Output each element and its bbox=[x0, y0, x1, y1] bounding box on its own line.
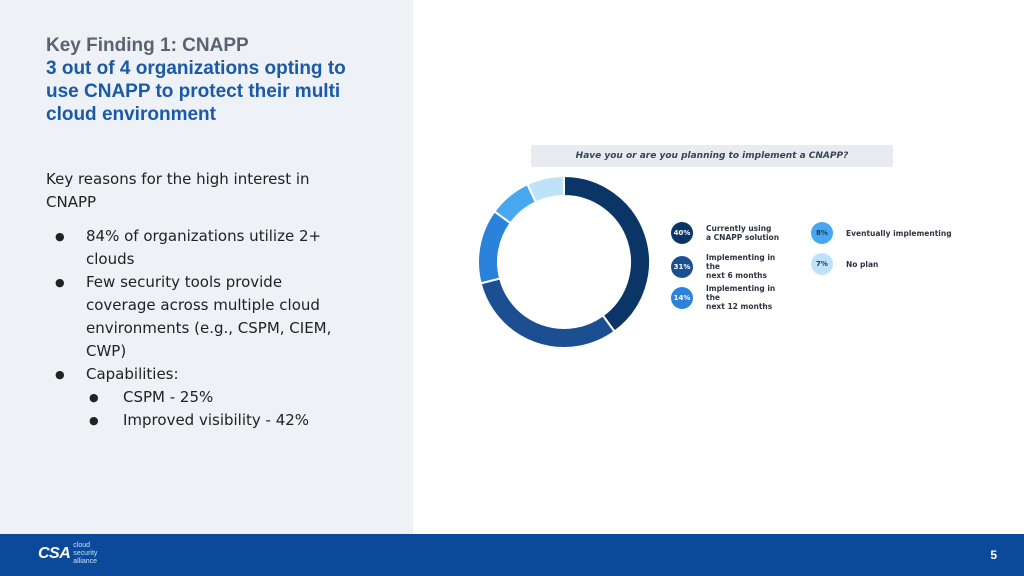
capability-item: CSPM - 25% bbox=[46, 386, 346, 409]
csa-logo: CSA cloud security alliance bbox=[38, 542, 97, 566]
donut-slice bbox=[526, 174, 565, 204]
legend-badge: 7% bbox=[811, 253, 833, 275]
donut-slice bbox=[563, 174, 651, 333]
donut-slice bbox=[479, 277, 616, 349]
legend-item-6-months: 31% Implementing in the next 6 months bbox=[671, 253, 791, 280]
legend-label: Eventually implementing bbox=[846, 228, 952, 238]
reason-item: 84% of organizations utilize 2+ clouds bbox=[46, 225, 346, 271]
reason-item: Few security tools provide coverage acro… bbox=[46, 271, 346, 363]
capability-item: Improved visibility - 42% bbox=[46, 409, 346, 432]
reasons-intro: Key reasons for the high interest in CNA… bbox=[46, 170, 310, 211]
legend-label: No plan bbox=[846, 259, 879, 269]
slide-kicker: Key Finding 1: CNAPP bbox=[46, 35, 249, 56]
legend-badge: 14% bbox=[671, 286, 693, 309]
legend-item-12-months: 14% Implementing in the next 12 months bbox=[671, 284, 791, 311]
legend-item-current: 40% Currently using a CNAPP solution bbox=[671, 222, 791, 244]
reason-item: Capabilities: bbox=[46, 363, 346, 386]
slide-headline: 3 out of 4 organizations opting to use C… bbox=[46, 58, 346, 125]
page-number: 5 bbox=[990, 548, 997, 562]
footer-bar bbox=[0, 534, 1024, 576]
donut-slice bbox=[477, 210, 513, 285]
capabilities-list: CSPM - 25% Improved visibility - 42% bbox=[46, 386, 346, 432]
legend-label: Currently using a CNAPP solution bbox=[706, 224, 780, 242]
legend-label: Implementing in the next 12 months bbox=[706, 284, 776, 311]
legend-item-eventually: 8% Eventually implementing bbox=[811, 222, 956, 244]
logo-text: cloud security alliance bbox=[73, 542, 98, 565]
logo-mark: CSA bbox=[38, 545, 71, 562]
chart-question: Have you or are you planning to implemen… bbox=[531, 145, 893, 167]
reasons-list: 84% of organizations utilize 2+ clouds F… bbox=[46, 225, 346, 386]
reasons-block: Key reasons for the high interest in CNA… bbox=[46, 168, 346, 432]
legend-badge: 31% bbox=[671, 255, 693, 278]
legend-label: Implementing in the next 6 months bbox=[706, 253, 776, 280]
donut-chart bbox=[477, 174, 651, 349]
legend-badge: 8% bbox=[811, 222, 833, 244]
legend-item-no-plan: 7% No plan bbox=[811, 253, 931, 275]
legend-badge: 40% bbox=[671, 222, 693, 244]
